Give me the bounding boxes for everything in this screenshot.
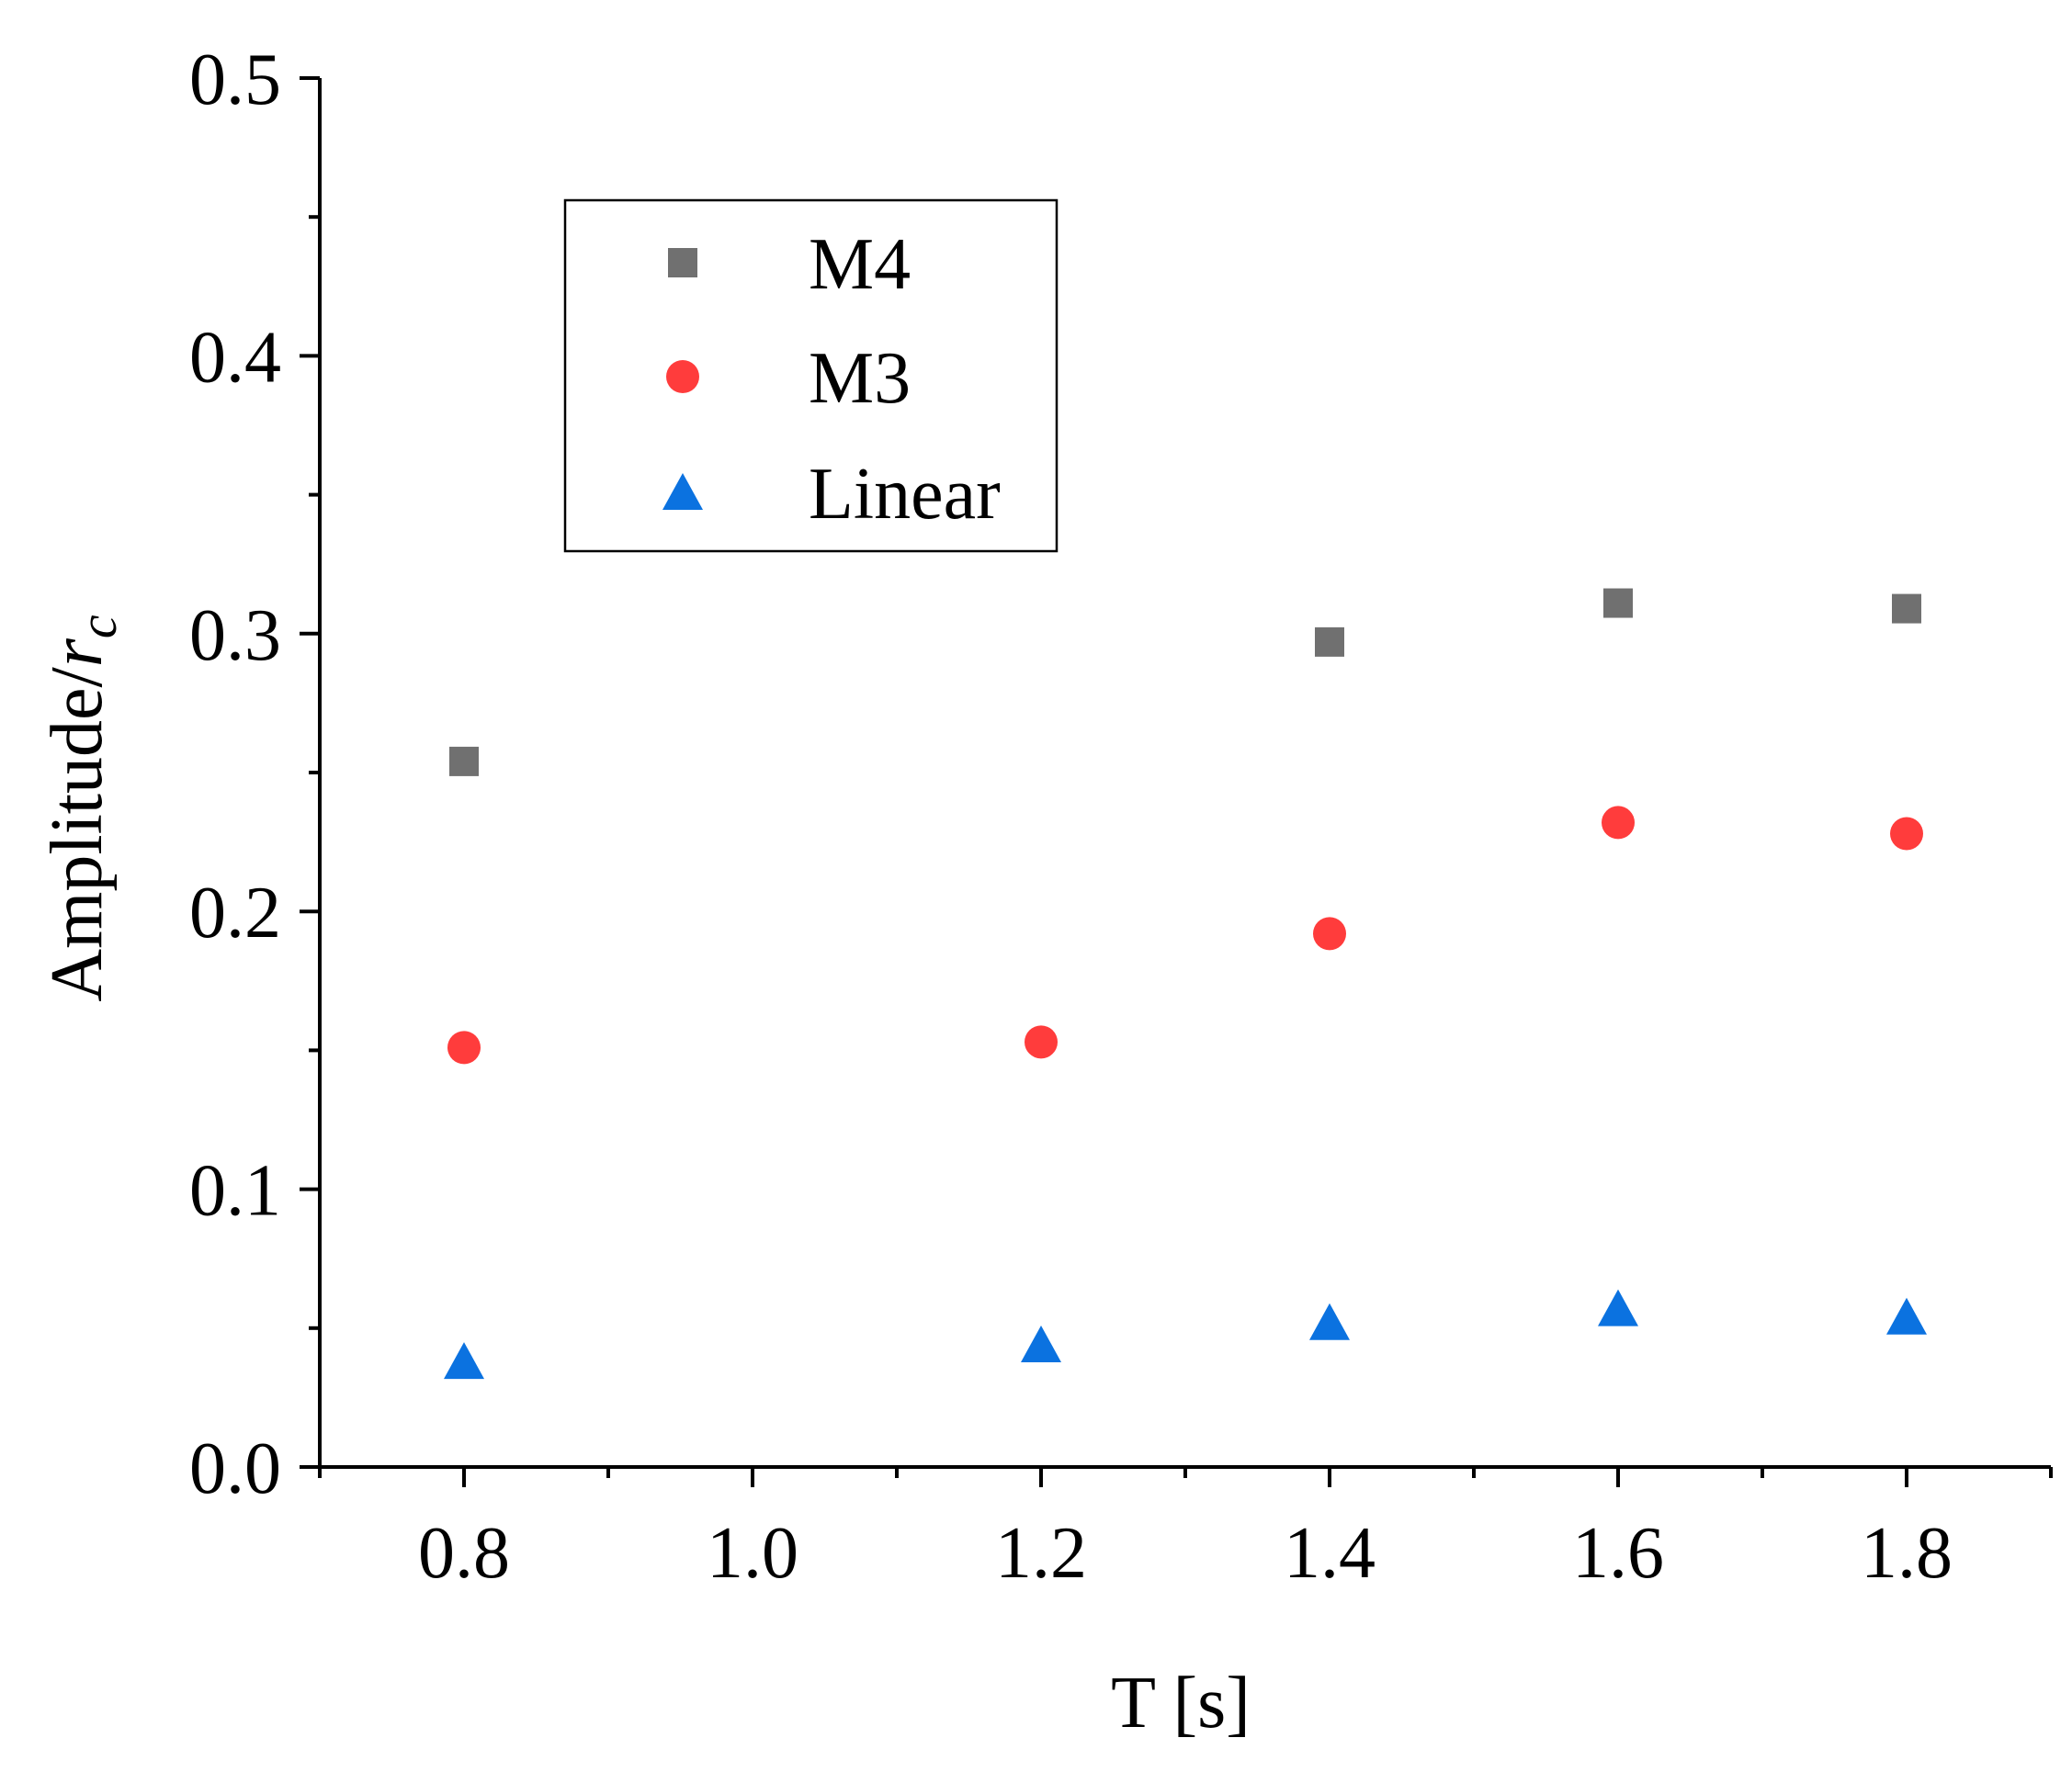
point-linear <box>1886 1297 1927 1335</box>
y-axis-label-sub: c <box>68 615 128 638</box>
y-tick-label: 0.1 <box>189 1151 281 1232</box>
y-tick-label: 0.5 <box>189 39 281 120</box>
y-axis-label: Amplitude/rc <box>37 615 128 1002</box>
y-tick-label: 0.2 <box>189 873 281 954</box>
point-m3 <box>447 1031 481 1065</box>
legend-marker-m3 <box>666 360 699 393</box>
x-tick-label: 0.8 <box>418 1513 510 1594</box>
point-m4 <box>1315 626 1344 657</box>
x-tick-label: 1.8 <box>1861 1513 1953 1594</box>
legend-label-m4: M4 <box>809 224 911 305</box>
legend: M4 M3 Linear <box>563 198 1059 553</box>
y-tick-label: 0.0 <box>189 1428 281 1509</box>
x-tick-label: 1.0 <box>707 1513 798 1594</box>
x-axis-label: T [s] <box>1111 1663 1251 1744</box>
y-tick-label: 0.4 <box>189 317 281 398</box>
legend-label-m3: M3 <box>809 338 911 419</box>
legend-label-linear: Linear <box>809 454 1001 535</box>
point-linear <box>1021 1325 1061 1362</box>
data-marks <box>444 588 1927 1380</box>
ticks: 0.8 1.0 1.2 1.4 1.6 1.8 0.0 0.1 0.2 0.3 0.4 0.5 <box>189 39 2053 1594</box>
legend-box <box>563 198 1059 553</box>
y-axis-label-var: r <box>37 638 118 667</box>
x-tick-label: 1.6 <box>1572 1513 1664 1594</box>
point-linear <box>1598 1289 1638 1326</box>
point-m3 <box>1313 917 1346 951</box>
point-m4 <box>1892 593 1921 624</box>
x-tick-label: 1.2 <box>995 1513 1087 1594</box>
point-m3 <box>1890 817 1923 851</box>
point-m4 <box>1603 588 1633 618</box>
point-linear <box>1309 1303 1350 1340</box>
point-m4 <box>449 746 479 776</box>
point-m3 <box>1025 1025 1058 1059</box>
point-m3 <box>1602 806 1635 840</box>
y-tick-label: 0.3 <box>189 595 281 676</box>
point-linear <box>444 1342 484 1380</box>
legend-marker-linear <box>662 473 703 510</box>
legend-marker-m4 <box>668 248 697 277</box>
y-axis-label-main: Amplitude/ <box>37 666 118 1001</box>
x-tick-label: 1.4 <box>1284 1513 1376 1594</box>
